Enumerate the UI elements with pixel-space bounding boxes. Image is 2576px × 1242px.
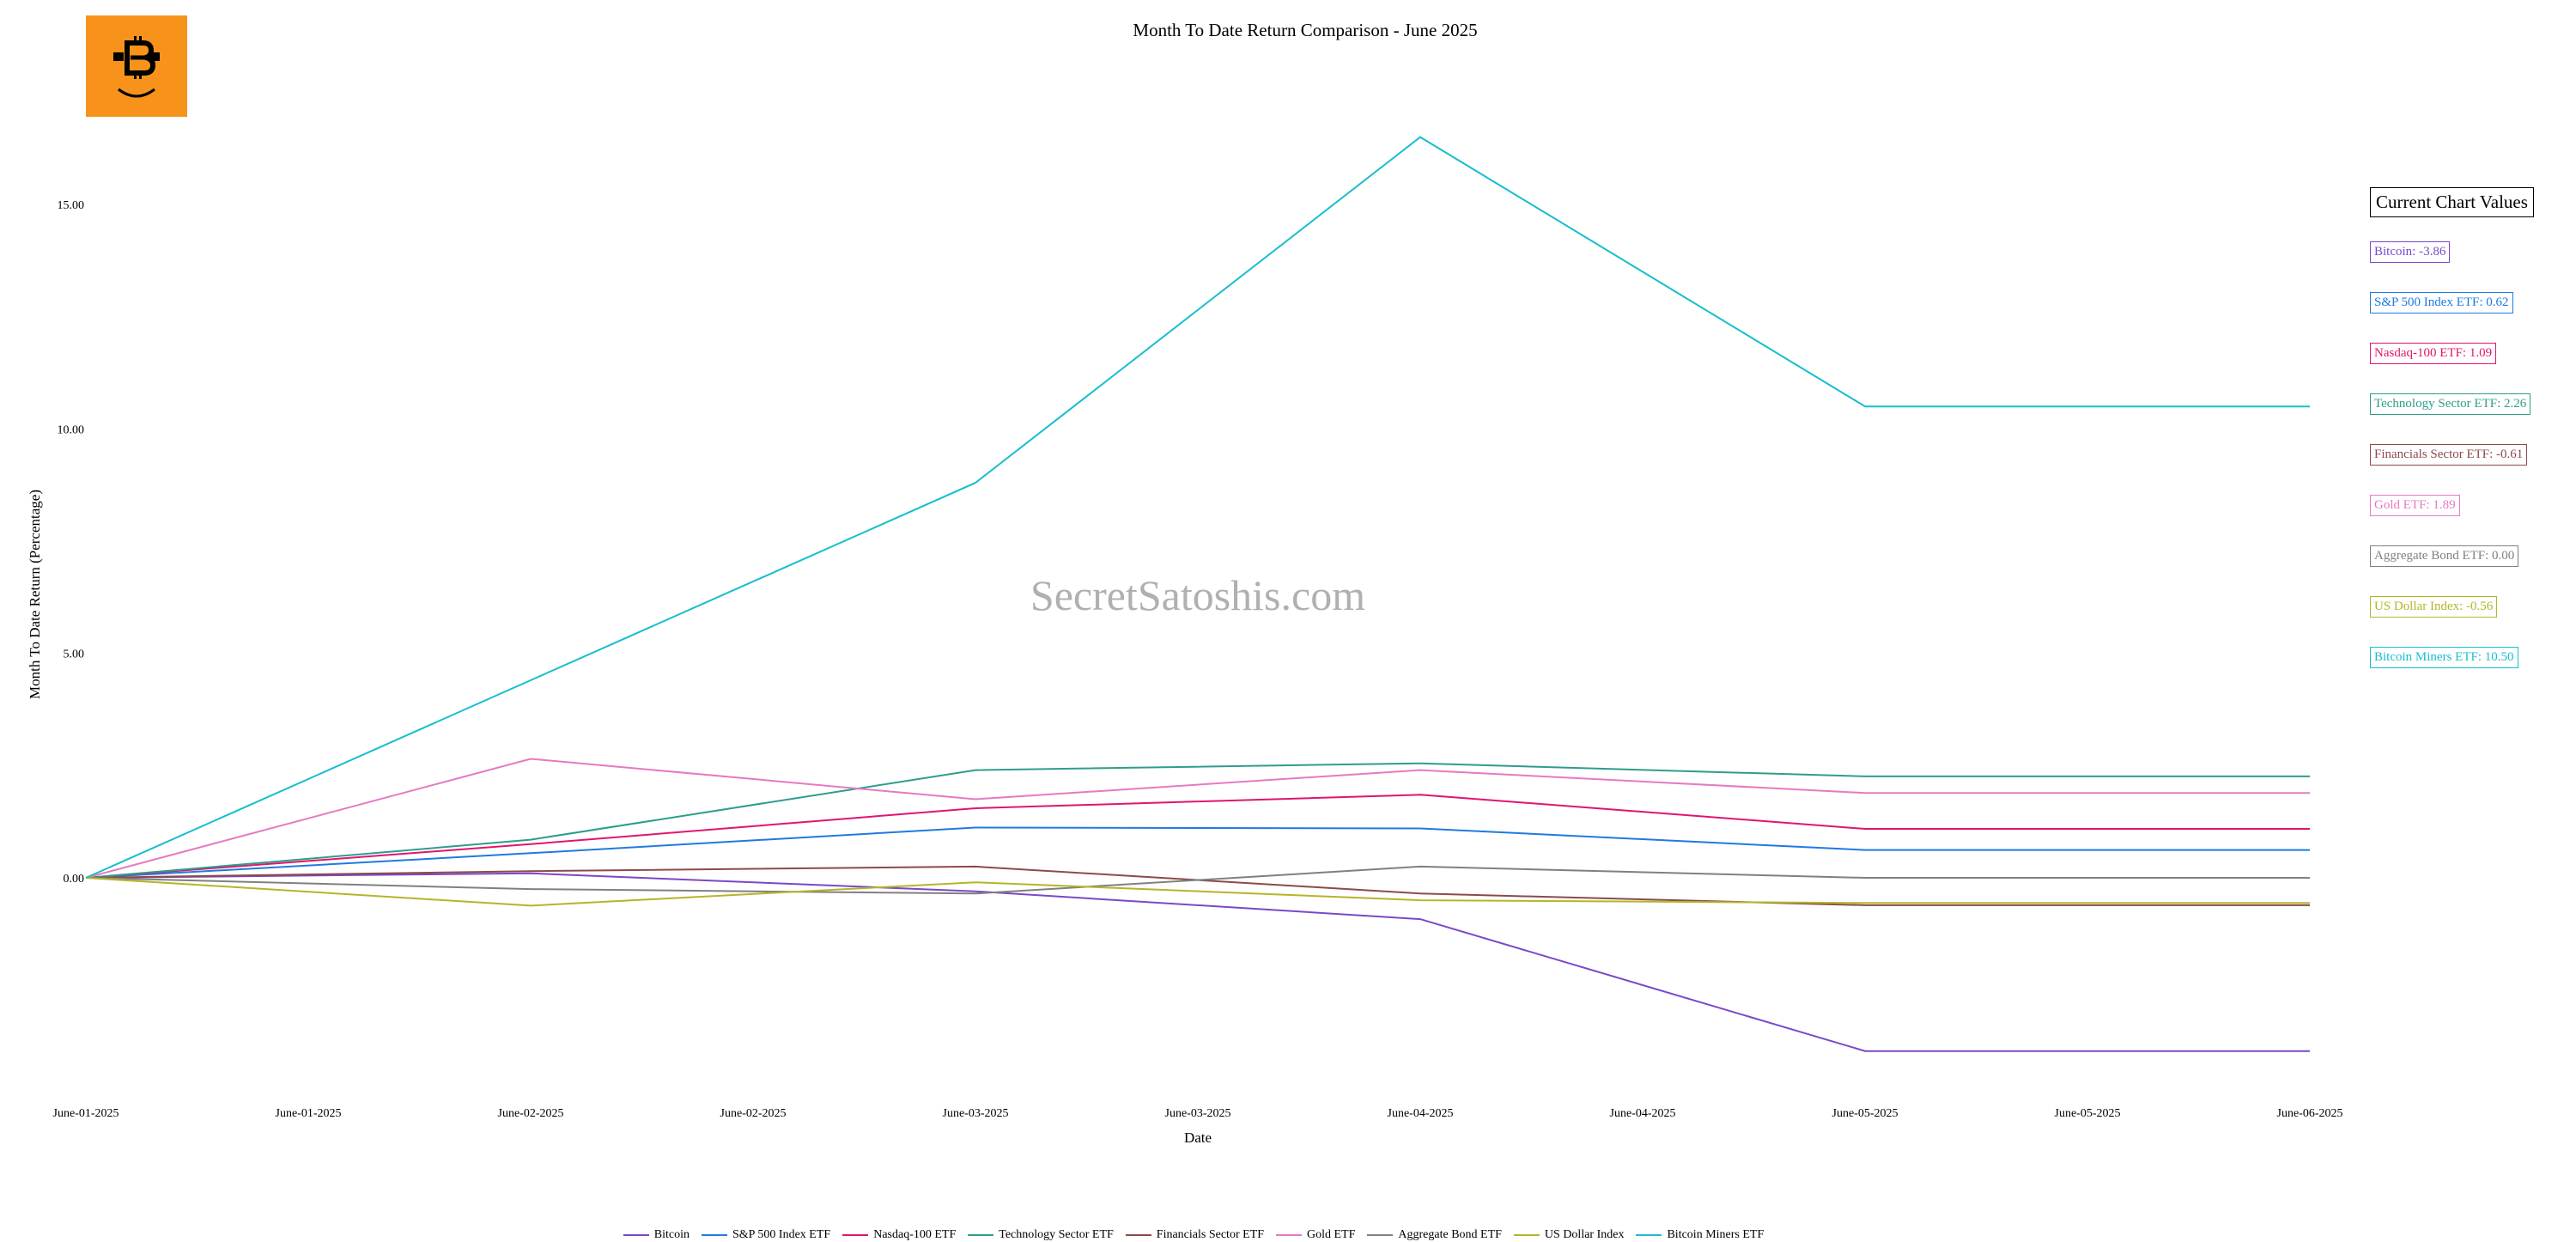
legend-swatch	[623, 1234, 649, 1236]
series-line-bitcoin-miners-etf	[85, 136, 2310, 879]
x-tick-label: June-02-2025	[498, 1107, 564, 1120]
bitcoin-smile-icon	[113, 36, 160, 98]
legend-swatch	[842, 1234, 869, 1236]
legend-swatch	[1367, 1234, 1394, 1236]
legend-swatch	[1125, 1234, 1151, 1236]
x-tick-label: June-02-2025	[720, 1107, 787, 1120]
legend-item: Technology Sector ETF	[968, 1228, 1114, 1242]
chart-legend: Bitcoin S&P 500 Index ETF Nasdaq-100 ETF Te…	[0, 1228, 2387, 1242]
current-value-box: Technology Sector ETF: 2.26	[2370, 393, 2531, 415]
series-line-bitcoin	[85, 872, 2310, 1052]
x-tick-label: June-03-2025	[1165, 1107, 1231, 1120]
x-tick-label: June-01-2025	[276, 1107, 342, 1120]
current-value-box: Aggregate Bond ETF: 0.00	[2370, 545, 2519, 567]
legend-label: Gold ETF	[1307, 1228, 1356, 1241]
current-values-title: Current Chart Values	[2370, 187, 2534, 217]
legend-label: Nasdaq-100 ETF	[873, 1228, 957, 1241]
x-tick-label: June-05-2025	[2055, 1107, 2121, 1120]
legend-label: US Dollar Index	[1544, 1228, 1625, 1241]
bitcoin-logo	[86, 15, 187, 117]
series-lines	[85, 136, 2310, 1052]
legend-item: Bitcoin Miners ETF	[1636, 1228, 1764, 1242]
legend-item: Aggregate Bond ETF	[1367, 1228, 1502, 1242]
legend-swatch	[1513, 1234, 1540, 1236]
x-axis-label: Date	[1184, 1129, 1212, 1146]
series-line-aggregate-bond-etf	[85, 865, 2310, 895]
legend-item: US Dollar Index	[1513, 1228, 1625, 1242]
series-line-nasdaq-100-etf	[85, 794, 2310, 879]
series-line-us-dollar-index	[85, 877, 2310, 907]
series-line-technology-sector-etf	[85, 762, 2310, 879]
legend-item: Bitcoin	[623, 1228, 690, 1242]
legend-item: Financials Sector ETF	[1125, 1228, 1264, 1242]
series-line-s-p-500-index-etf	[85, 826, 2310, 879]
current-value-box: Bitcoin Miners ETF: 10.50	[2370, 647, 2518, 668]
current-value-box: US Dollar Index: -0.56	[2370, 596, 2498, 618]
legend-item: Gold ETF	[1276, 1228, 1355, 1242]
chart-title: Month To Date Return Comparison - June 2…	[1133, 20, 1477, 40]
x-tick-label: June-05-2025	[1832, 1107, 1899, 1120]
y-tick-label: 0.00	[64, 873, 85, 886]
current-value-box: S&P 500 Index ETF: 0.62	[2370, 292, 2513, 314]
legend-swatch	[1276, 1234, 1302, 1236]
y-tick-label: 5.00	[64, 648, 85, 661]
y-tick-label: 15.00	[58, 199, 85, 212]
legend-label: Bitcoin Miners ETF	[1667, 1228, 1765, 1241]
legend-item: Nasdaq-100 ETF	[842, 1228, 956, 1242]
current-value-box: Financials Sector ETF: -0.61	[2370, 444, 2528, 466]
legend-swatch	[1636, 1234, 1662, 1236]
legend-label: Aggregate Bond ETF	[1398, 1228, 1502, 1241]
y-tick-label: 10.00	[58, 423, 85, 436]
x-tick-label: June-03-2025	[943, 1107, 1009, 1120]
y-axis-label: Month To Date Return (Percentage)	[27, 490, 43, 699]
legend-label: Technology Sector ETF	[999, 1228, 1114, 1241]
legend-swatch	[968, 1234, 994, 1236]
current-value-box: Nasdaq-100 ETF: 1.09	[2370, 343, 2497, 364]
legend-swatch	[701, 1234, 727, 1236]
legend-label: S&P 500 Index ETF	[732, 1228, 831, 1241]
legend-item: S&P 500 Index ETF	[701, 1228, 831, 1242]
x-axis-ticks: June-01-2025 June-01-2025 June-02-2025 June…	[53, 1107, 2343, 1120]
watermark: SecretSatoshis.com	[1030, 571, 1365, 619]
legend-label: Bitcoin	[653, 1228, 690, 1241]
current-value-box: Gold ETF: 1.89	[2370, 495, 2460, 516]
y-axis-ticks: 0.00 5.00 10.00 15.00	[58, 199, 85, 886]
current-value-box: Bitcoin: -3.86	[2370, 241, 2451, 263]
legend-label: Financials Sector ETF	[1156, 1228, 1264, 1241]
x-tick-label: June-04-2025	[1610, 1107, 1676, 1120]
x-tick-label: June-01-2025	[53, 1107, 119, 1120]
x-tick-label: June-06-2025	[2277, 1107, 2343, 1120]
series-line-gold-etf	[85, 758, 2310, 879]
x-tick-label: June-04-2025	[1388, 1107, 1454, 1120]
